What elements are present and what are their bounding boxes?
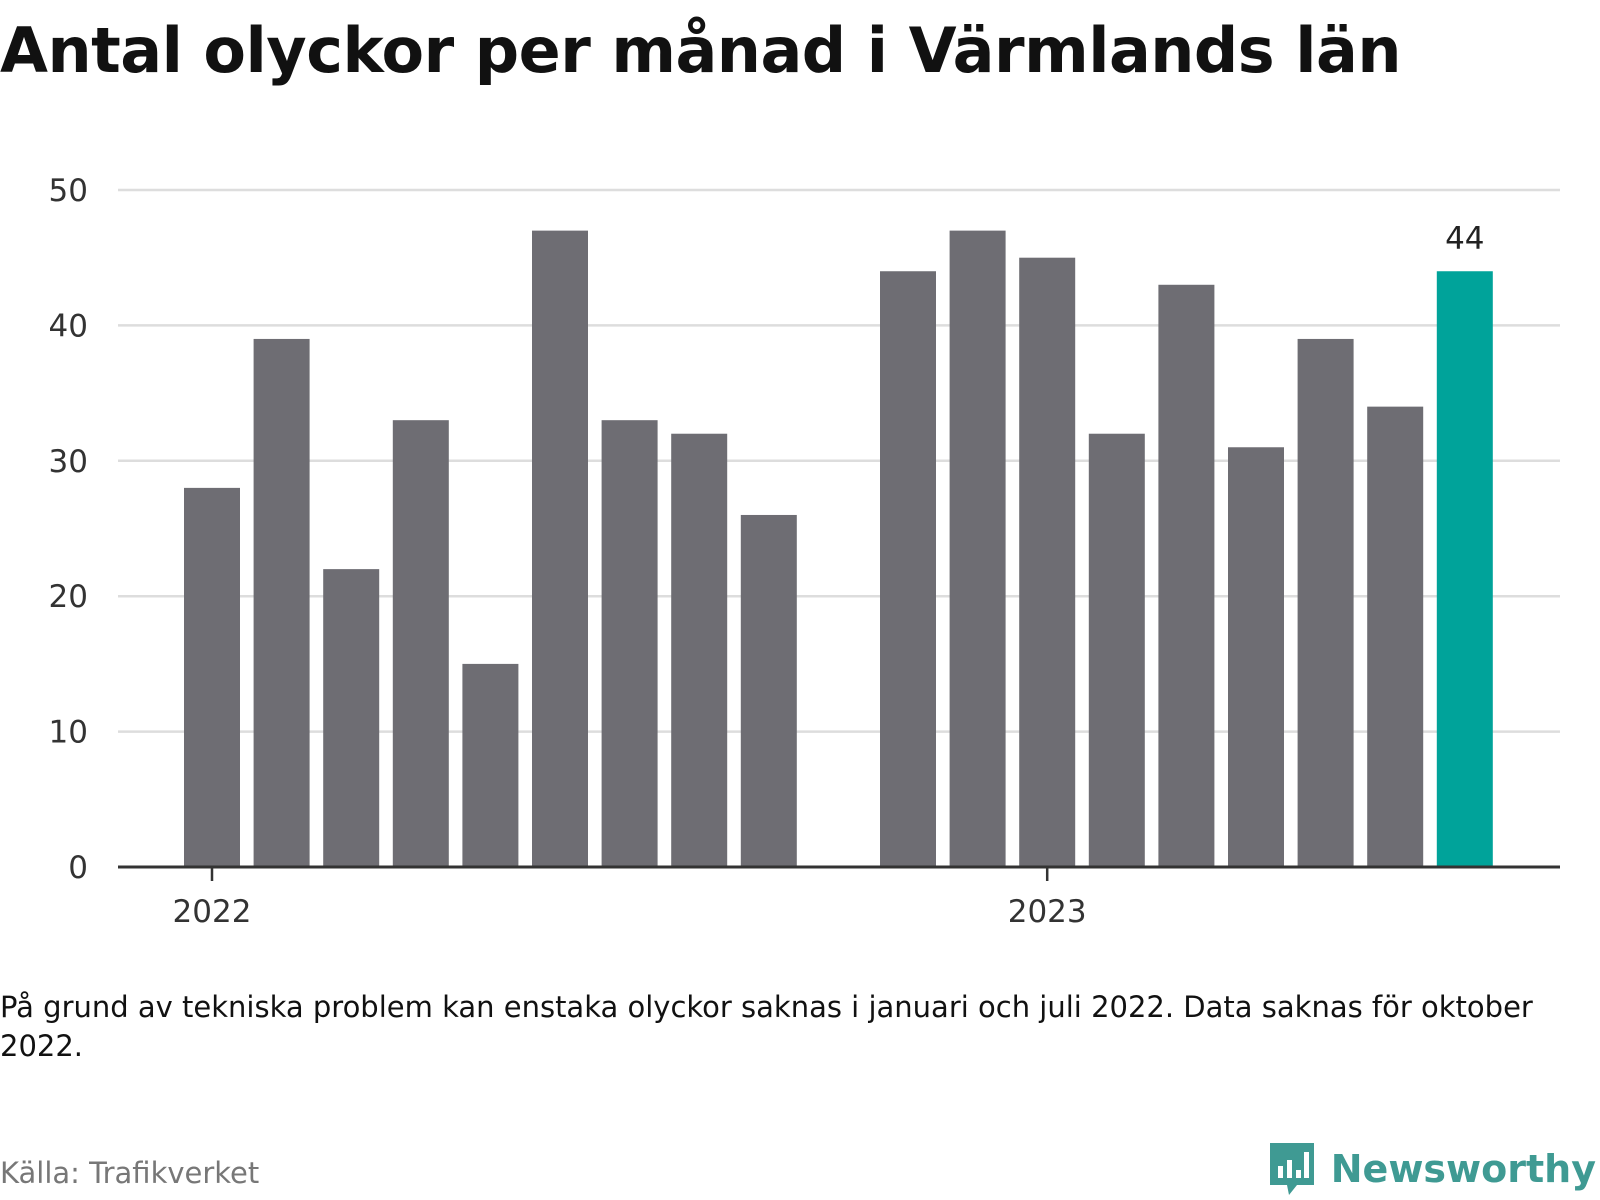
bar-2022-12[interactable]	[949, 230, 1006, 867]
labels: 0 10 20 30 40 50 44 2022 2023	[49, 173, 1485, 930]
y-tick-label-30: 30	[49, 444, 88, 480]
value-label-2023-07: 44	[1445, 221, 1484, 257]
bars	[184, 230, 1493, 867]
bar-2022-04[interactable]	[392, 420, 449, 867]
y-tick-label-0: 0	[68, 850, 88, 886]
brand-logo[interactable]: Newsworthy	[1267, 1140, 1596, 1198]
bar-chart-speech-bubble-icon	[1269, 1143, 1314, 1195]
y-tick-label-40: 40	[49, 308, 88, 344]
bar-2022-06[interactable]	[532, 230, 588, 867]
bar-2022-01[interactable]	[184, 487, 240, 867]
bar-2023-06[interactable]	[1367, 406, 1424, 867]
y-tick-label-50: 50	[49, 173, 88, 209]
bar-2022-02[interactable]	[253, 338, 310, 867]
source-credit: Källa: Trafikverket	[0, 1156, 260, 1190]
bar-2023-05[interactable]	[1297, 338, 1354, 867]
x-tick-label-2023: 2023	[1008, 894, 1087, 930]
bar-2023-01[interactable]	[1019, 257, 1076, 867]
bar-chart: 0 10 20 30 40 50 44 2022 2023	[49, 173, 1560, 930]
bar-2023-07[interactable]	[1436, 271, 1493, 867]
y-tick-label-20: 20	[49, 579, 88, 615]
bar-2022-03[interactable]	[323, 569, 380, 867]
bar-2022-05[interactable]	[462, 663, 519, 867]
bar-2022-07[interactable]	[601, 420, 658, 867]
bar-2023-02[interactable]	[1088, 433, 1145, 867]
brand-name: Newsworthy	[1330, 1147, 1596, 1191]
bar-2022-09[interactable]	[740, 514, 797, 867]
bar-2023-03[interactable]	[1158, 284, 1215, 867]
chart-title: Antal olyckor per månad i Värmlands län	[0, 14, 1402, 87]
x-tick-label-2022: 2022	[173, 894, 252, 930]
bar-2022-08[interactable]	[671, 433, 728, 867]
x-axis	[118, 865, 1560, 881]
y-tick-label-10: 10	[49, 715, 88, 751]
bar-2022-11[interactable]	[880, 271, 936, 867]
chart-note: På grund av tekniska problem kan enstaka…	[0, 990, 1533, 1063]
bar-2023-04[interactable]	[1228, 447, 1284, 867]
